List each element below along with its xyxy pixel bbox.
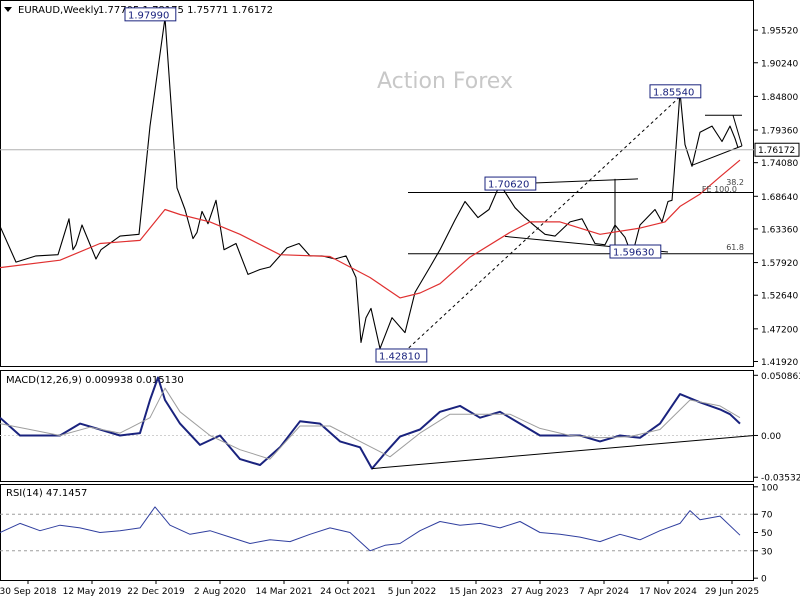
x-tick-label: 24 Oct 2021	[320, 587, 376, 597]
price-panel-frame	[0, 0, 754, 367]
macd-series	[0, 376, 755, 470]
fib-label-text: 61.8	[726, 243, 744, 252]
moving-average-line	[0, 159, 741, 299]
price-levels	[408, 192, 754, 255]
x-tick-label: 29 Jun 2025	[705, 587, 759, 597]
x-tick-label: 27 Aug 2023	[511, 587, 569, 597]
price-label-box	[484, 176, 537, 191]
price-label-box	[375, 348, 428, 363]
x-tick-label: 5 Jun 2022	[388, 587, 436, 597]
dashed-trendline	[399, 91, 686, 357]
macd-trendline	[371, 434, 755, 470]
rsi-tick-label: 100	[761, 483, 778, 493]
macd-panel-frame	[0, 370, 754, 482]
price-label-text: 1.85540	[653, 87, 694, 98]
price-annotations: 1.97990 1.85540 1.70620 1.59630 1.42810 38.2F…	[124, 7, 744, 363]
price-tick-label: 1.41920	[761, 358, 798, 368]
price-label-text: 1.70620	[488, 180, 529, 191]
price-tick-label: 1.90240	[761, 59, 798, 69]
rsi-tick-label: 70	[761, 511, 773, 521]
x-tick-label: 2 Aug 2020	[194, 587, 246, 597]
trendline	[691, 145, 743, 166]
weekly-price-bars-line	[0, 17, 739, 350]
price-tick-label: 1.74080	[761, 159, 798, 169]
price-tick-label: 1.95520	[761, 27, 798, 37]
fib-label-text: 38.2	[726, 178, 744, 187]
macd-tick-label: 0.00	[761, 432, 781, 442]
x-axis: 30 Sep 2018 12 May 2019 22 Dec 2019 2 Aug 2…	[0, 580, 759, 597]
x-tick-label: 30 Sep 2018	[0, 587, 57, 597]
price-tick-label: 1.63360	[761, 225, 798, 235]
x-tick-label: 15 Jan 2023	[449, 587, 503, 597]
price-axis: 1.95520 1.90240 1.84800 1.79360 1.74080 1.686…	[754, 27, 798, 368]
macd-tick-label: 0.050863	[761, 372, 800, 382]
x-tick-label: 14 Mar 2021	[255, 587, 312, 597]
price-tick-label: 1.57920	[761, 259, 798, 269]
price-series	[0, 17, 741, 350]
price-tick-label: 1.79360	[761, 127, 798, 137]
trendline	[732, 115, 743, 146]
price-label-box	[609, 244, 662, 259]
watermark: Action Forex	[377, 69, 513, 94]
chart-header-ohlc: 1.77705 1.78175 1.75771 1.76172	[98, 5, 273, 16]
macd-tick-label: -0.035322	[761, 474, 800, 484]
x-tick-label: 17 Nov 2024	[639, 587, 697, 597]
price-tick-label: 1.68640	[761, 193, 798, 203]
price-tick-label: 1.47200	[761, 325, 798, 335]
price-label-text: 1.42810	[379, 351, 420, 362]
x-tick-label: 12 May 2019	[63, 587, 122, 597]
current-price-label: 1.76172	[758, 146, 795, 156]
rsi-axis: 100 70 50 30 0	[0, 483, 778, 585]
x-tick-label: 7 Apr 2024	[579, 587, 629, 597]
current-price-box	[754, 142, 800, 157]
macd-line	[0, 376, 741, 470]
x-tick-label: 22 Dec 2019	[127, 587, 185, 597]
price-tick-label: 1.52640	[761, 292, 798, 302]
macd-label: MACD(12,26,9) 0.009938 0.015130	[6, 375, 184, 386]
header-arrow-icon	[4, 7, 12, 12]
fib-label-text: FE 100.0	[702, 185, 737, 194]
rsi-tick-label: 30	[761, 547, 773, 557]
price-label-text: 1.97990	[128, 10, 169, 21]
price-label-box	[649, 84, 702, 99]
rsi-label: RSI(14) 47.1457	[6, 488, 87, 499]
signal-line	[0, 387, 741, 460]
rsi-tick-label: 50	[761, 529, 773, 539]
price-label-text: 1.59630	[613, 247, 654, 258]
rsi-panel-frame	[0, 484, 754, 581]
current-price-marker: 1.76172	[0, 142, 800, 157]
rsi-line	[0, 506, 741, 552]
chart-header-symbol: EURAUD,Weekly	[18, 5, 99, 16]
rsi-tick-label: 0	[761, 575, 767, 585]
price-label-box	[124, 7, 177, 22]
rsi-series	[0, 506, 741, 552]
price-tick-label: 1.84800	[761, 93, 798, 103]
